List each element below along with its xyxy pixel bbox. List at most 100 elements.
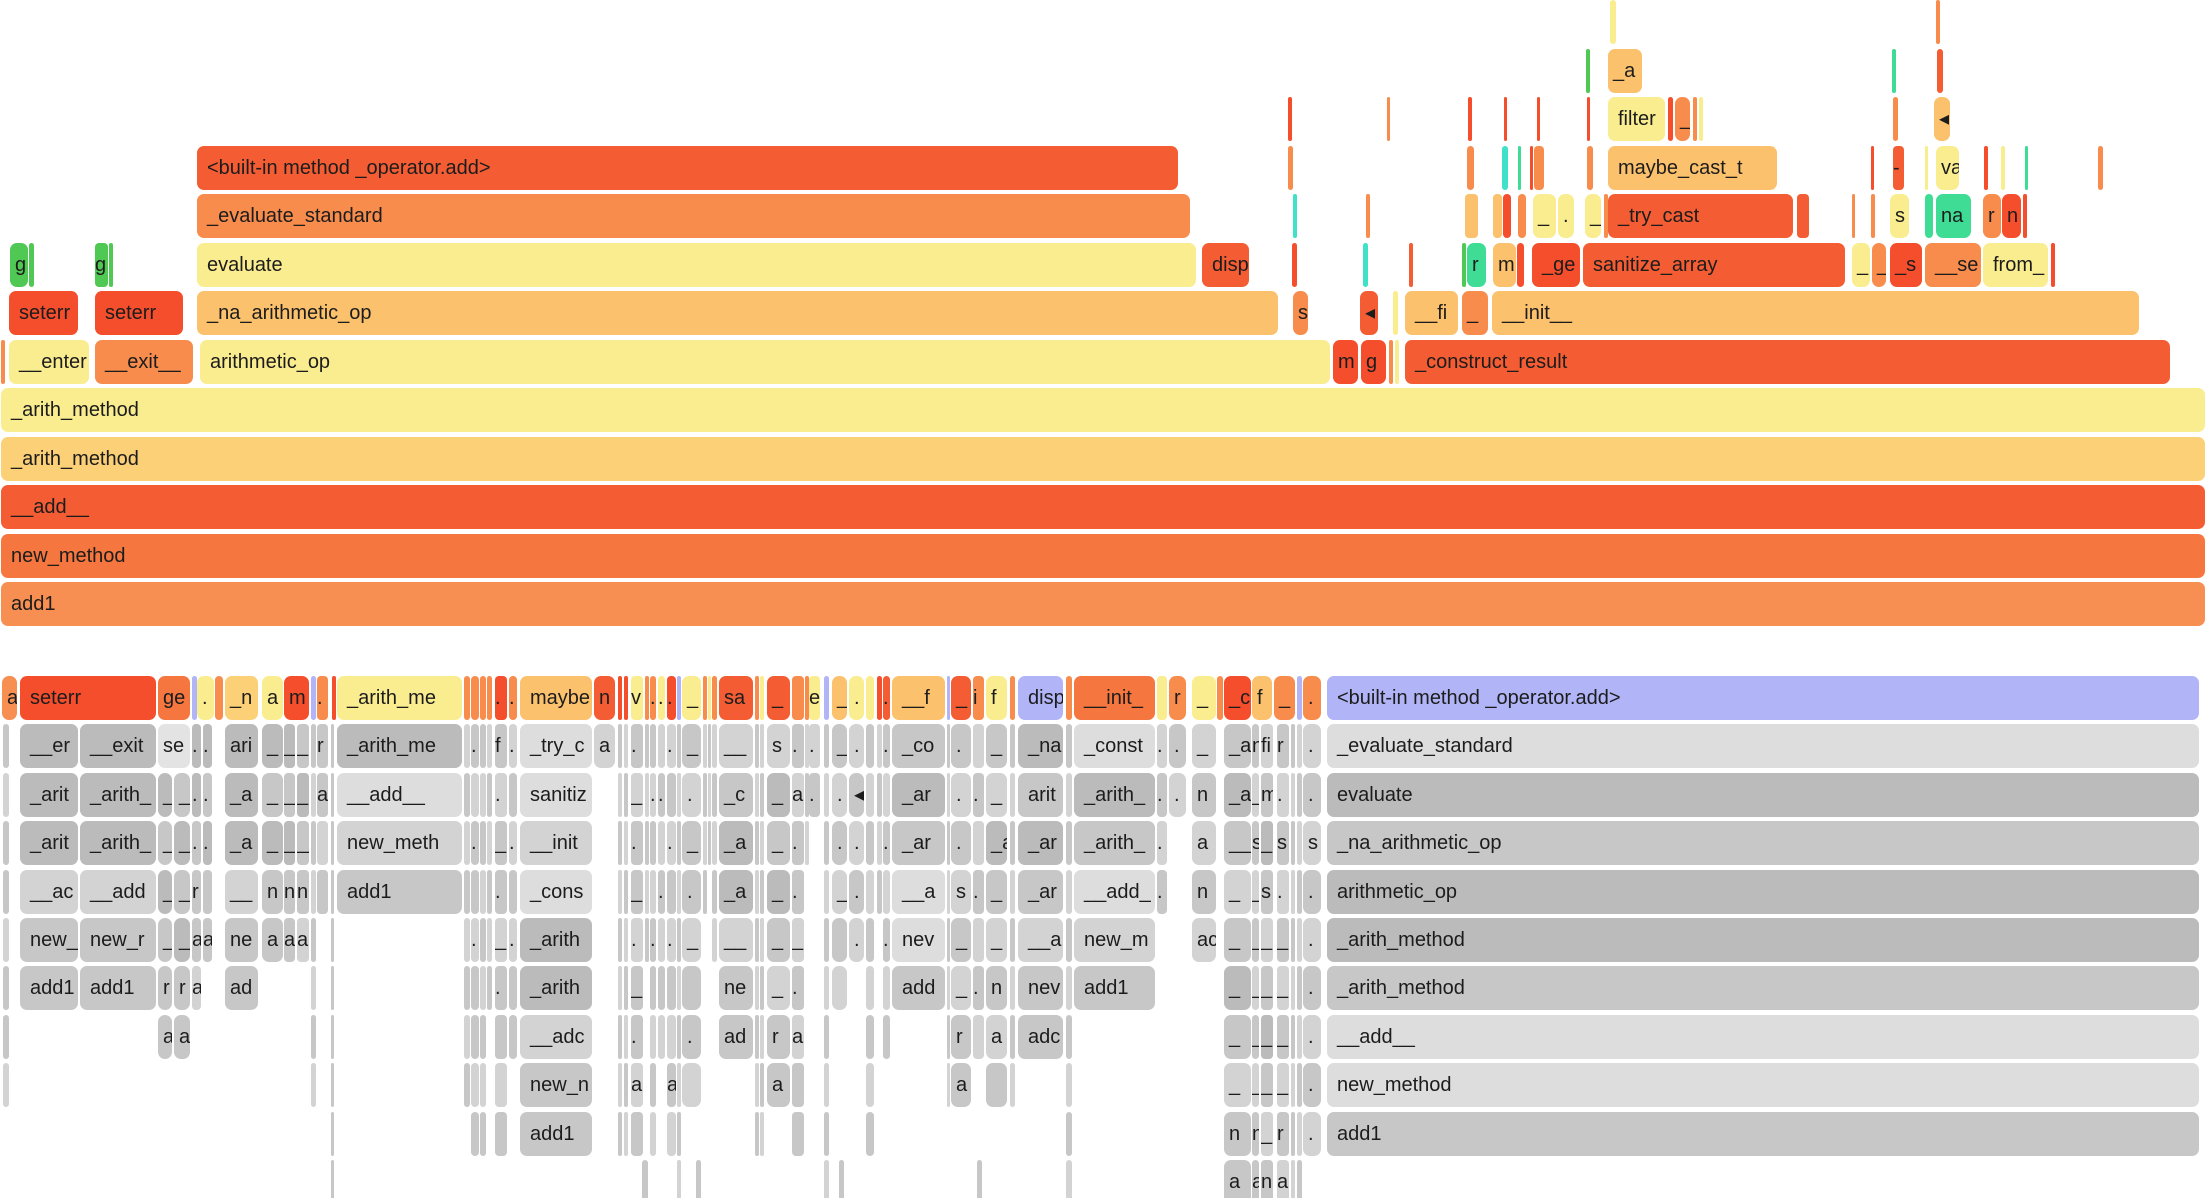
frame-sliver[interactable] [824,1112,829,1156]
frame-sliver[interactable] [1925,146,1928,190]
frame-caller[interactable]: _ [495,821,507,865]
frame-caller[interactable]: . [1303,1015,1321,1059]
frame-caller[interactable]: nev [1018,966,1063,1010]
frame-sliver[interactable] [645,870,649,914]
frame-sliver[interactable] [1366,194,1370,238]
frame-caller[interactable]: add1 [1327,1112,2199,1156]
frame-sliver[interactable] [1010,676,1015,720]
frame-caller[interactable]: add1 [337,870,462,914]
frame-caller[interactable]: a [1224,1160,1251,1198]
frame-sliver[interactable] [866,966,874,1010]
frame-caller[interactable]: . [792,724,804,768]
frame-sliver[interactable] [973,1015,984,1059]
frame-header[interactable]: seterr [20,676,156,720]
frame-sliver[interactable] [480,966,486,1010]
frame-sliver[interactable] [311,1015,316,1059]
frame-sliver[interactable] [677,1160,681,1198]
frame-sliver[interactable] [1936,0,1940,44]
frame-sliver[interactable] [947,724,950,768]
frame-caller[interactable]: a [284,918,295,962]
frame-caller[interactable]: . [1303,870,1321,914]
frame-sliver[interactable] [1,340,5,384]
frame-sliver[interactable] [29,243,34,287]
frame-sliver[interactable] [464,918,470,962]
frame-sliver[interactable] [1504,97,1507,141]
frame-sliver[interactable] [824,1063,829,1107]
frame-caller[interactable]: _ [262,773,283,817]
frame-header[interactable]: _ [1192,676,1216,720]
frame-bar[interactable]: new_method [1,534,2205,578]
frame-sliver[interactable] [631,1112,643,1156]
frame-sliver[interactable] [708,821,711,865]
frame-sliver[interactable] [947,1015,950,1059]
frame-caller[interactable]: _ar [1018,821,1063,865]
frame-sliver[interactable] [986,1063,1007,1107]
frame-caller[interactable]: _ [1224,918,1251,962]
frame-bar[interactable]: __add__ [1,485,2205,529]
frame-sliver[interactable] [877,724,882,768]
frame-bar[interactable]: seterr [95,291,183,335]
frame-caller[interactable]: _ar [1018,870,1063,914]
frame-bar[interactable]: s [1890,194,1909,238]
frame-sliver[interactable] [1892,49,1896,93]
frame-sliver[interactable] [947,676,950,720]
frame-sliver[interactable] [1288,97,1292,141]
frame-sliver[interactable] [1066,1063,1072,1107]
frame-caller[interactable]: _ [986,724,1007,768]
frame-caller[interactable]: . [1277,773,1289,817]
frame-header[interactable]: <built-in method _operator.add> [1327,676,2199,720]
frame-sliver[interactable] [215,676,223,720]
frame-caller[interactable]: a [317,773,328,817]
frame-sliver[interactable] [1291,773,1295,817]
frame-header[interactable]: . [667,676,676,720]
frame-caller[interactable]: . [509,821,517,865]
frame-caller[interactable]: _ [1252,1015,1259,1059]
frame-caller[interactable]: __ac [20,870,78,914]
frame-caller[interactable]: evaluate [1327,773,2199,817]
frame-caller[interactable]: _ [951,966,971,1010]
frame-caller[interactable]: _ [631,966,643,1010]
frame-caller[interactable]: _ [767,870,790,914]
frame-sliver[interactable] [1586,49,1590,93]
frame-caller[interactable]: _co [892,724,945,768]
frame-sliver[interactable] [947,918,950,962]
frame-sliver[interactable] [1587,146,1593,190]
frame-sliver[interactable] [824,966,829,1010]
frame-sliver[interactable] [618,773,622,817]
frame-bar[interactable]: . [1558,194,1574,238]
frame-caller[interactable]: _a [719,821,753,865]
frame-sliver[interactable] [1291,1015,1295,1059]
frame-sliver[interactable] [331,966,334,1010]
frame-sliver[interactable] [824,821,829,865]
frame-caller[interactable]: __a [892,870,945,914]
frame-sliver[interactable] [1066,724,1072,768]
frame-sliver[interactable] [1503,194,1511,238]
frame-bar[interactable]: _ [1852,243,1870,287]
frame-sliver[interactable] [464,1015,470,1059]
frame-sliver[interactable] [331,1160,334,1198]
frame-sliver[interactable] [331,870,334,914]
frame-sliver[interactable] [1010,821,1015,865]
frame-sliver[interactable] [1518,194,1526,238]
frame-caller[interactable]: _ [1192,724,1216,768]
frame-sliver[interactable] [1387,97,1390,141]
frame-bar[interactable]: _evaluate_standard [197,194,1190,238]
frame-sliver[interactable] [311,724,316,768]
frame-caller[interactable]: _ [682,724,701,768]
frame-caller[interactable]: _ [1224,966,1251,1010]
frame-sliver[interactable] [203,870,212,914]
frame-caller[interactable]: _a [297,724,309,768]
frame-sliver[interactable] [471,773,479,817]
frame-sliver[interactable] [464,676,470,720]
frame-caller[interactable]: . [973,870,984,914]
frame-caller[interactable]: __add__ [337,773,462,817]
frame-caller[interactable]: . [509,918,517,962]
frame-sliver[interactable] [642,1160,648,1198]
frame-sliver[interactable] [877,821,882,865]
frame-sliver[interactable] [624,1015,628,1059]
frame-header[interactable]: _c [1224,676,1251,720]
frame-caller[interactable]: s [1277,821,1289,865]
frame-header[interactable]: _ [951,676,971,720]
frame-header[interactable]: . [849,676,864,720]
frame-bar[interactable]: _arith_method [1,437,2205,481]
